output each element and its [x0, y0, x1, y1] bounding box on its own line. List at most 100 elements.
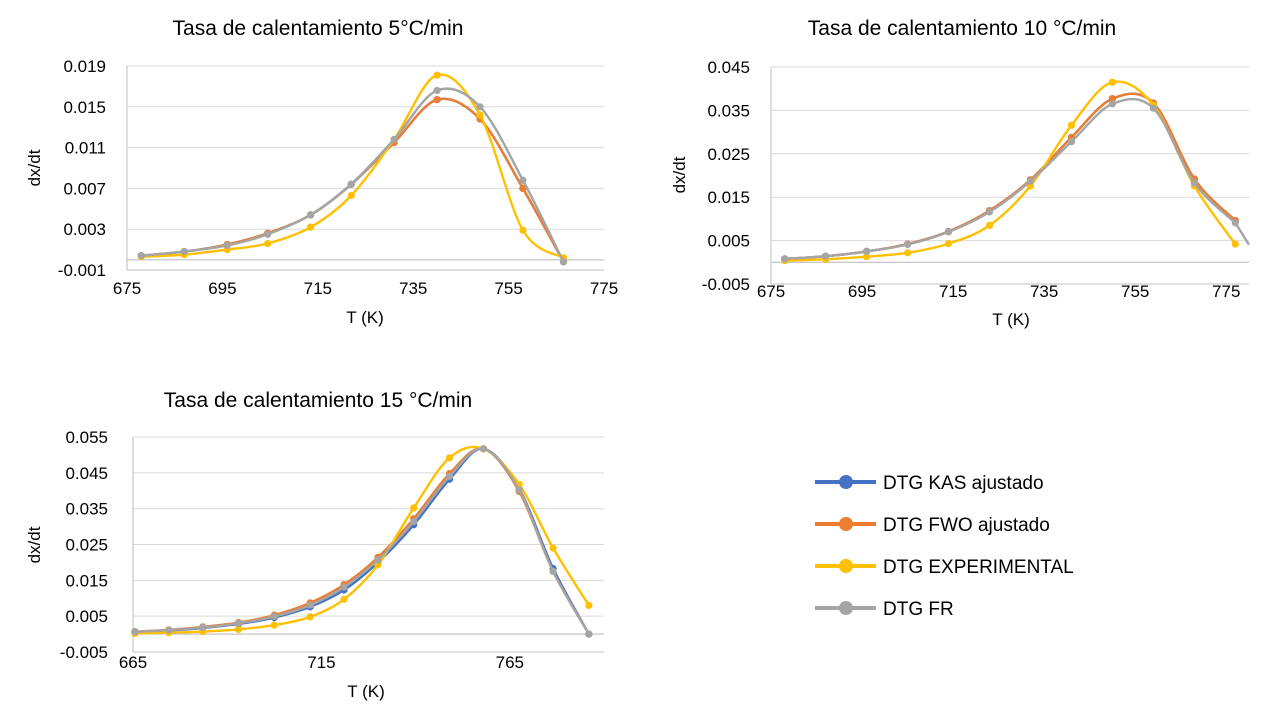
y-tick-label: 0.007: [63, 179, 106, 198]
data-point: [985, 221, 994, 229]
gridlines: [771, 66, 1249, 263]
data-point: [519, 184, 527, 192]
data-point: [985, 208, 994, 216]
x-tick-label: 715: [307, 653, 335, 672]
series-dtg-fr: [781, 97, 1251, 263]
data-point: [165, 626, 173, 634]
x-tick-label: 675: [757, 282, 785, 301]
series-line: [141, 97, 565, 263]
data-point: [433, 96, 441, 104]
data-point: [180, 248, 188, 256]
legend-item-fr[interactable]: DTG FR: [815, 599, 954, 620]
data-point: [549, 544, 557, 552]
y-tick-label: 0.015: [707, 188, 750, 207]
series-dtg-fwo-ajustado: [781, 92, 1239, 263]
data-point: [1108, 100, 1116, 108]
series-line: [784, 92, 1237, 260]
x-tick-label: 775: [1212, 282, 1240, 301]
series-line: [141, 97, 565, 263]
data-point: [585, 601, 593, 610]
data-point: [234, 625, 243, 634]
data-point: [410, 504, 418, 512]
data-point: [781, 255, 789, 263]
data-point: [445, 454, 454, 462]
data-point: [347, 191, 355, 200]
data-point: [944, 228, 953, 236]
data-point: [340, 595, 348, 603]
series-dtg-experimental: [131, 445, 593, 638]
data-point: [1108, 95, 1116, 103]
series-line: [141, 87, 565, 263]
data-point: [1067, 121, 1076, 129]
data-point: [479, 445, 487, 453]
legend-item-fwo[interactable]: DTG FWO ajustado: [815, 515, 1050, 536]
series-dtg-fwo-ajustado: [137, 96, 568, 266]
chart-title: Tasa de calentamiento 10 °C/min: [808, 17, 1116, 40]
data-point: [904, 249, 912, 257]
data-point: [270, 612, 278, 621]
data-point: [863, 247, 871, 255]
gridlines: [127, 65, 604, 261]
x-tick-label: 775: [590, 279, 618, 298]
x-axis-label: T (K): [347, 682, 384, 701]
legend: DTG KAS ajustado DTG FWO ajustado DTG EX…: [815, 473, 1074, 620]
data-point: [270, 621, 278, 629]
data-point: [1108, 78, 1116, 86]
legend-item-kas[interactable]: DTG KAS ajustado: [815, 473, 1044, 494]
data-point: [264, 239, 272, 248]
data-point: [445, 472, 454, 480]
data-point: [264, 230, 272, 238]
y-tick-label: -0.001: [58, 261, 106, 280]
data-point: [515, 486, 523, 494]
data-point: [307, 223, 315, 231]
x-axis-label: T (K): [992, 310, 1029, 329]
legend-marker-fr: [839, 601, 853, 615]
series-dtg-kas-ajustado: [137, 96, 568, 266]
data-point: [863, 253, 871, 261]
data-point: [1190, 179, 1198, 187]
y-tick-label: 0.003: [63, 220, 106, 239]
series-dtg-experimental: [781, 78, 1239, 265]
x-tick-label: 695: [208, 279, 236, 298]
data-point: [822, 252, 830, 260]
data-point: [199, 624, 207, 632]
legend-label-experimental: DTG EXPERIMENTAL: [883, 557, 1074, 578]
data-point: [1067, 138, 1076, 146]
series-dtg-kas-ajustado: [131, 445, 593, 638]
y-tick-label: -0.005: [702, 275, 750, 294]
y-tick-label: 0.011: [65, 139, 106, 158]
x-tick-label: 765: [496, 653, 524, 672]
data-point: [1149, 104, 1157, 112]
y-tick-label: 0.015: [65, 571, 108, 590]
series-line: [784, 97, 1251, 260]
series-line: [134, 447, 590, 635]
data-point: [306, 613, 314, 621]
y-tick-label: 0.015: [63, 98, 106, 117]
data-point: [1231, 240, 1239, 248]
data-point: [137, 252, 145, 260]
series-line: [134, 445, 590, 635]
x-tick-label: 675: [113, 279, 141, 298]
data-point: [374, 556, 382, 564]
data-point: [476, 103, 484, 111]
x-tick-label: 735: [399, 279, 427, 298]
legend-marker-fwo: [839, 517, 853, 531]
y-tick-label: 0.005: [707, 232, 750, 251]
data-point: [340, 583, 348, 591]
chart-5c-min: Tasa de calentamiento 5°C/min T (K) dx/d…: [25, 17, 618, 327]
series-line: [784, 92, 1237, 260]
series-line: [784, 80, 1237, 262]
legend-item-experimental[interactable]: DTG EXPERIMENTAL: [815, 557, 1074, 578]
legend-label-fr: DTG FR: [883, 599, 954, 620]
series-line: [134, 447, 590, 635]
series-line: [141, 73, 565, 259]
legend-marker-kas: [839, 475, 853, 489]
y-tick-label: 0.045: [65, 464, 108, 483]
data-point: [559, 258, 568, 266]
y-tick-label: 0.055: [65, 428, 108, 447]
chart-title: Tasa de calentamiento 5°C/min: [173, 17, 464, 40]
data-point: [223, 241, 231, 250]
series-dtg-experimental: [137, 71, 568, 262]
x-tick-label: 755: [1121, 282, 1149, 301]
